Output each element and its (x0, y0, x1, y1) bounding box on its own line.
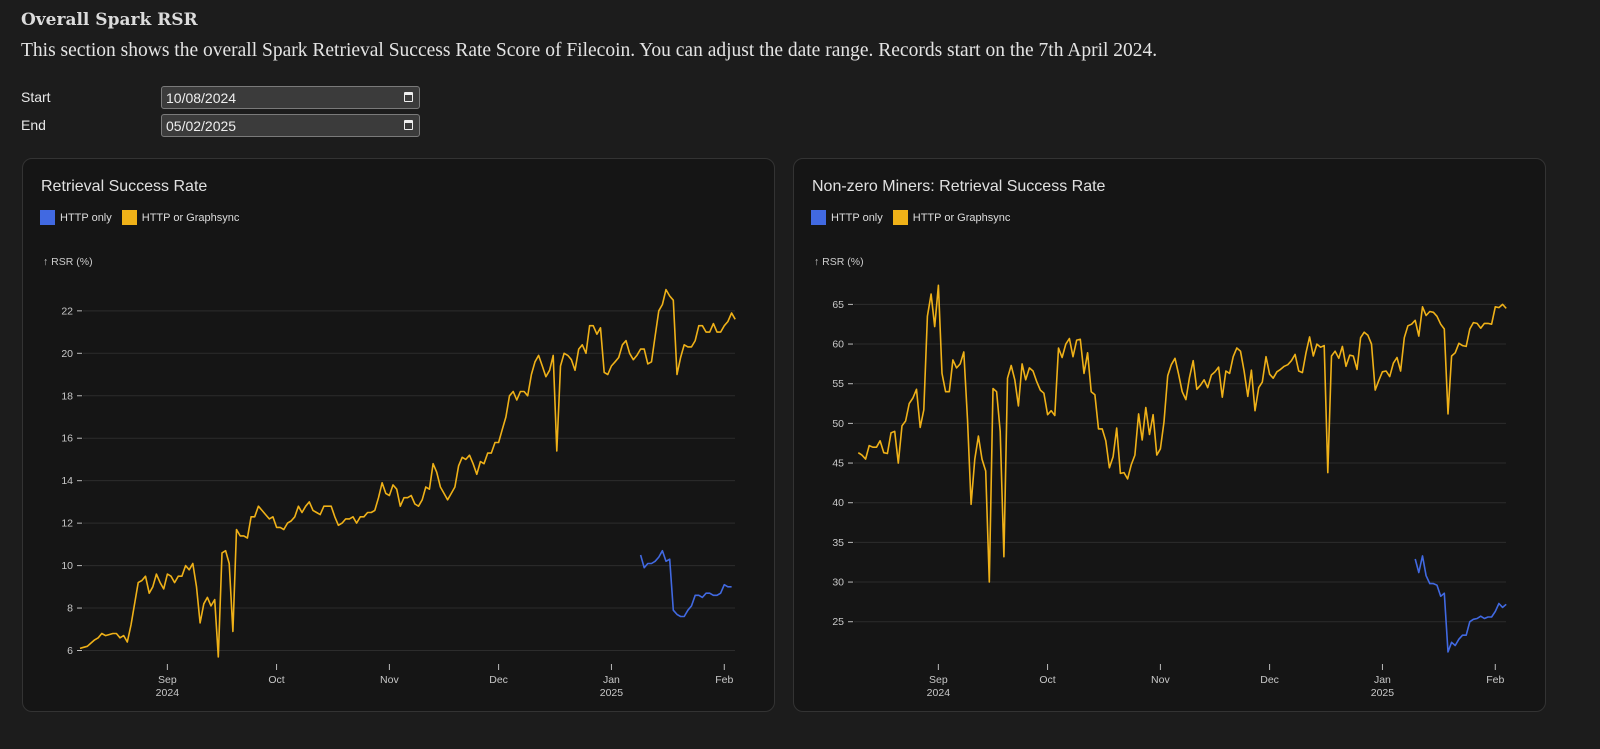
start-date-input[interactable]: 10/08/2024 (161, 86, 420, 109)
chart-title: Retrieval Success Rate (41, 178, 208, 195)
chart-card-rsr: Retrieval Success Rate HTTP only HTTP or… (22, 158, 775, 712)
series-line-http-only (639, 549, 732, 618)
chart-legend: HTTP only HTTP or Graphsync (40, 210, 249, 225)
x-tick-sublabel: 2024 (927, 687, 951, 699)
end-date-value: 05/02/2025 (166, 118, 237, 134)
chart-legend: HTTP only HTTP or Graphsync (811, 210, 1020, 225)
y-tick-label: 12 (61, 518, 73, 530)
end-date-input[interactable]: 05/02/2025 (161, 114, 420, 137)
chart-card-nonzero-rsr: Non-zero Miners: Retrieval Success Rate … (793, 158, 1546, 712)
legend-swatch (811, 210, 826, 225)
y-tick-label: 55 (832, 378, 844, 390)
legend-item-http-or-graphsync: HTTP or Graphsync (892, 210, 1011, 225)
y-tick-label: 45 (832, 458, 844, 470)
y-axis-label: ↑ RSR (%) (43, 256, 93, 268)
y-tick-label: 18 (61, 390, 73, 402)
legend-item-http-or-graphsync: HTTP or Graphsync (121, 210, 240, 225)
x-tick-label: Feb (1486, 674, 1504, 686)
y-tick-label: 30 (832, 577, 844, 589)
legend-label: HTTP or Graphsync (141, 211, 240, 224)
x-tick-sublabel: 2025 (1371, 687, 1395, 699)
series-line-http-or-graphsync (79, 288, 736, 658)
section-title: Overall Spark RSR (21, 10, 198, 30)
legend-label: HTTP only (831, 211, 883, 224)
start-date-value: 10/08/2024 (166, 90, 237, 106)
legend-label: HTTP only (60, 211, 112, 224)
y-tick-label: 16 (61, 433, 73, 445)
series-line-http-or-graphsync (857, 284, 1507, 583)
end-label: End (21, 117, 46, 133)
legend-item-http-only: HTTP only (811, 210, 883, 225)
series-line-http-only (1414, 555, 1507, 653)
y-axis-label: ↑ RSR (%) (814, 256, 864, 268)
x-tick-label: Sep (929, 674, 948, 686)
legend-swatch (40, 210, 55, 225)
y-tick-label: 10 (61, 560, 73, 572)
x-tick-label: Oct (268, 674, 284, 686)
x-tick-label: Nov (380, 674, 399, 686)
calendar-icon[interactable] (404, 92, 413, 102)
x-tick-label: Feb (715, 674, 733, 686)
x-tick-label: Jan (1374, 674, 1391, 686)
y-tick-label: 60 (832, 339, 844, 351)
y-tick-label: 20 (61, 348, 73, 360)
chart-title: Non-zero Miners: Retrieval Success Rate (812, 178, 1106, 195)
x-tick-label: Dec (489, 674, 508, 686)
legend-swatch (121, 210, 137, 225)
legend-label: HTTP or Graphsync (912, 211, 1011, 224)
y-tick-label: 65 (832, 299, 844, 311)
x-tick-label: Oct (1039, 674, 1055, 686)
start-label: Start (21, 89, 51, 105)
x-tick-label: Nov (1151, 674, 1170, 686)
legend-item-http-only: HTTP only (40, 210, 112, 225)
legend-swatch (892, 210, 908, 225)
y-tick-label: 14 (61, 475, 73, 487)
x-tick-label: Jan (603, 674, 620, 686)
y-tick-label: 35 (832, 537, 844, 549)
x-tick-label: Sep (158, 674, 177, 686)
calendar-icon[interactable] (404, 120, 413, 130)
x-tick-label: Dec (1260, 674, 1279, 686)
y-tick-label: 6 (67, 645, 73, 657)
x-tick-sublabel: 2025 (600, 687, 624, 699)
y-tick-label: 8 (67, 603, 73, 615)
y-tick-label: 25 (832, 616, 844, 628)
y-tick-label: 22 (61, 305, 73, 317)
y-tick-label: 50 (832, 418, 844, 430)
section-description: This section shows the overall Spark Ret… (21, 40, 1158, 61)
y-tick-label: 40 (832, 497, 844, 509)
x-tick-sublabel: 2024 (156, 687, 180, 699)
